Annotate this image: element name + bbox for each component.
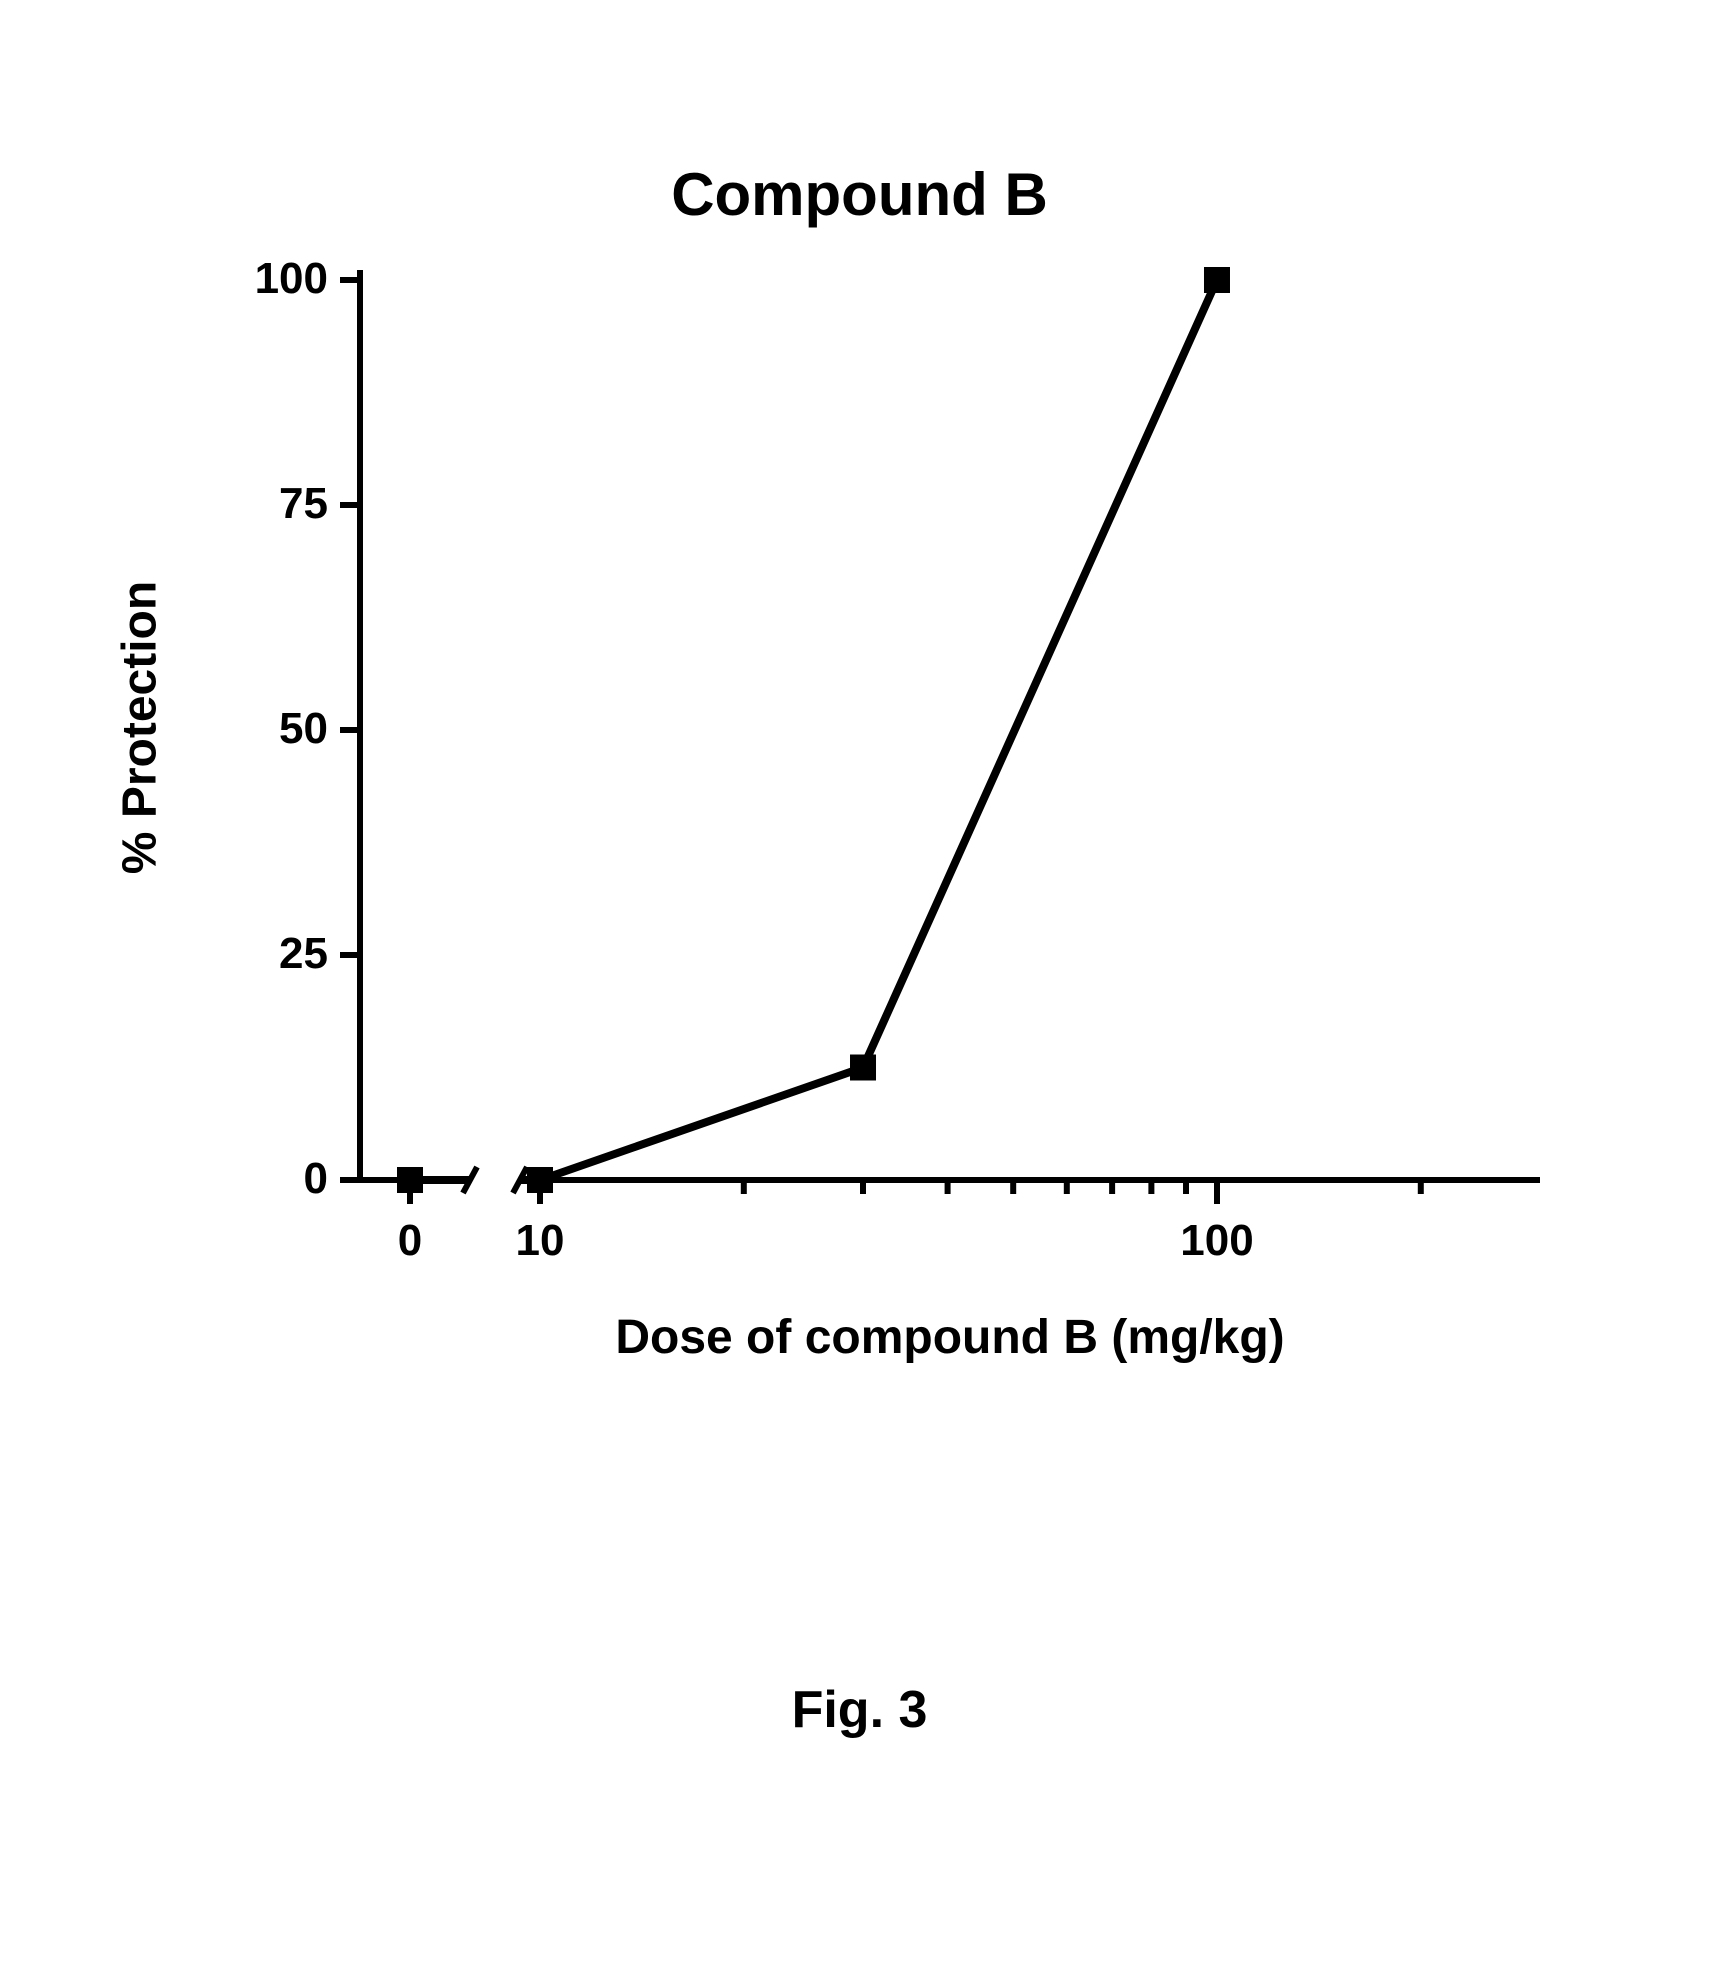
page: Compound B % Protection Dose of compound…	[0, 0, 1719, 1984]
figure-label: Fig. 3	[0, 1680, 1719, 1740]
